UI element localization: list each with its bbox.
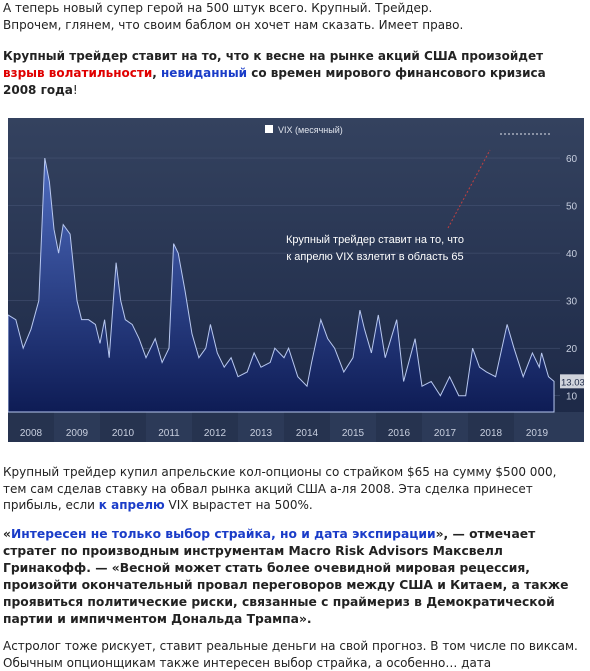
y-tick-label: 50 — [566, 202, 578, 213]
y-tick-label: 10 — [566, 392, 578, 403]
y-tick-label: 40 — [566, 249, 578, 260]
quote: «Интересен не только выбор страйка, но и… — [3, 526, 583, 628]
x-tick-label: 2019 — [526, 428, 549, 439]
x-band — [284, 412, 330, 442]
x-tick-label: 2017 — [434, 428, 457, 439]
x-tick-label: 2012 — [204, 428, 227, 439]
paragraph: Крупный трейдер купил апрельские кол-опц… — [3, 464, 583, 514]
closing: Астролог тоже рискует, ставит реальные д… — [3, 639, 578, 670]
annotation: Крупный трейдер ставит на то, что — [286, 234, 464, 246]
intro: А теперь новый супер герой на 500 штук в… — [3, 0, 583, 33]
x-band — [468, 412, 514, 442]
text: VIX вырастет на 500%. — [164, 498, 313, 512]
x-tick-label: 2018 — [480, 428, 503, 439]
x-band — [8, 412, 54, 442]
text: « — [3, 527, 11, 541]
y-tick-label: 20 — [566, 344, 578, 355]
x-tick-label: 2008 — [20, 428, 43, 439]
x-tick-label: 2013 — [250, 428, 273, 439]
y-tick-label: 30 — [566, 297, 578, 308]
headline: Крупный трейдер ставит на то, что к весн… — [3, 48, 583, 99]
link[interactable]: к апрелю — [98, 498, 165, 512]
highlight: невиданный — [161, 66, 248, 80]
x-band — [376, 412, 422, 442]
annotation-pointer — [447, 149, 491, 229]
text: со времен мирового финансового кризиса 2… — [3, 66, 546, 97]
x-tick-label: 2011 — [158, 428, 180, 439]
value-label-box — [560, 374, 584, 389]
text: , — [152, 66, 162, 80]
x-tick-label: 2015 — [342, 428, 365, 439]
x-tick-label: 2010 — [112, 428, 135, 439]
x-tick-label: 2009 — [66, 428, 89, 439]
value-label: 13.03 — [561, 377, 584, 388]
annotation: к апрелю VIX взлетит в область 65 — [286, 251, 463, 263]
text: Крупный трейдер ставит на то, что к весн… — [3, 49, 544, 63]
x-tick-label: 2016 — [388, 428, 411, 439]
x-band — [192, 412, 238, 442]
highlight: взрыв волатильности — [3, 66, 153, 80]
x-band — [100, 412, 146, 442]
legend-swatch — [265, 125, 273, 133]
area — [8, 157, 555, 413]
text: ! — [72, 83, 78, 97]
highlight: Интересен не только выбор страйка, но и … — [10, 527, 436, 541]
chart: 2008 2009 2010 2011 2012 2013 2014 2015 2016 2017… — [8, 118, 584, 442]
x-tick-label: 2014 — [296, 428, 319, 439]
y-tick-label: 60 — [566, 154, 578, 165]
intro-line: А теперь новый супер герой на 500 штук в… — [3, 1, 433, 15]
intro-line: Впрочем, глянем, что своим баблом он хоч… — [3, 17, 464, 32]
text: Крупный трейдер купил апрельские кол-опц… — [3, 465, 557, 512]
text: », — отмечает стратег по производным инс… — [3, 527, 569, 626]
legend-label: VIX (месячный) — [278, 125, 343, 135]
